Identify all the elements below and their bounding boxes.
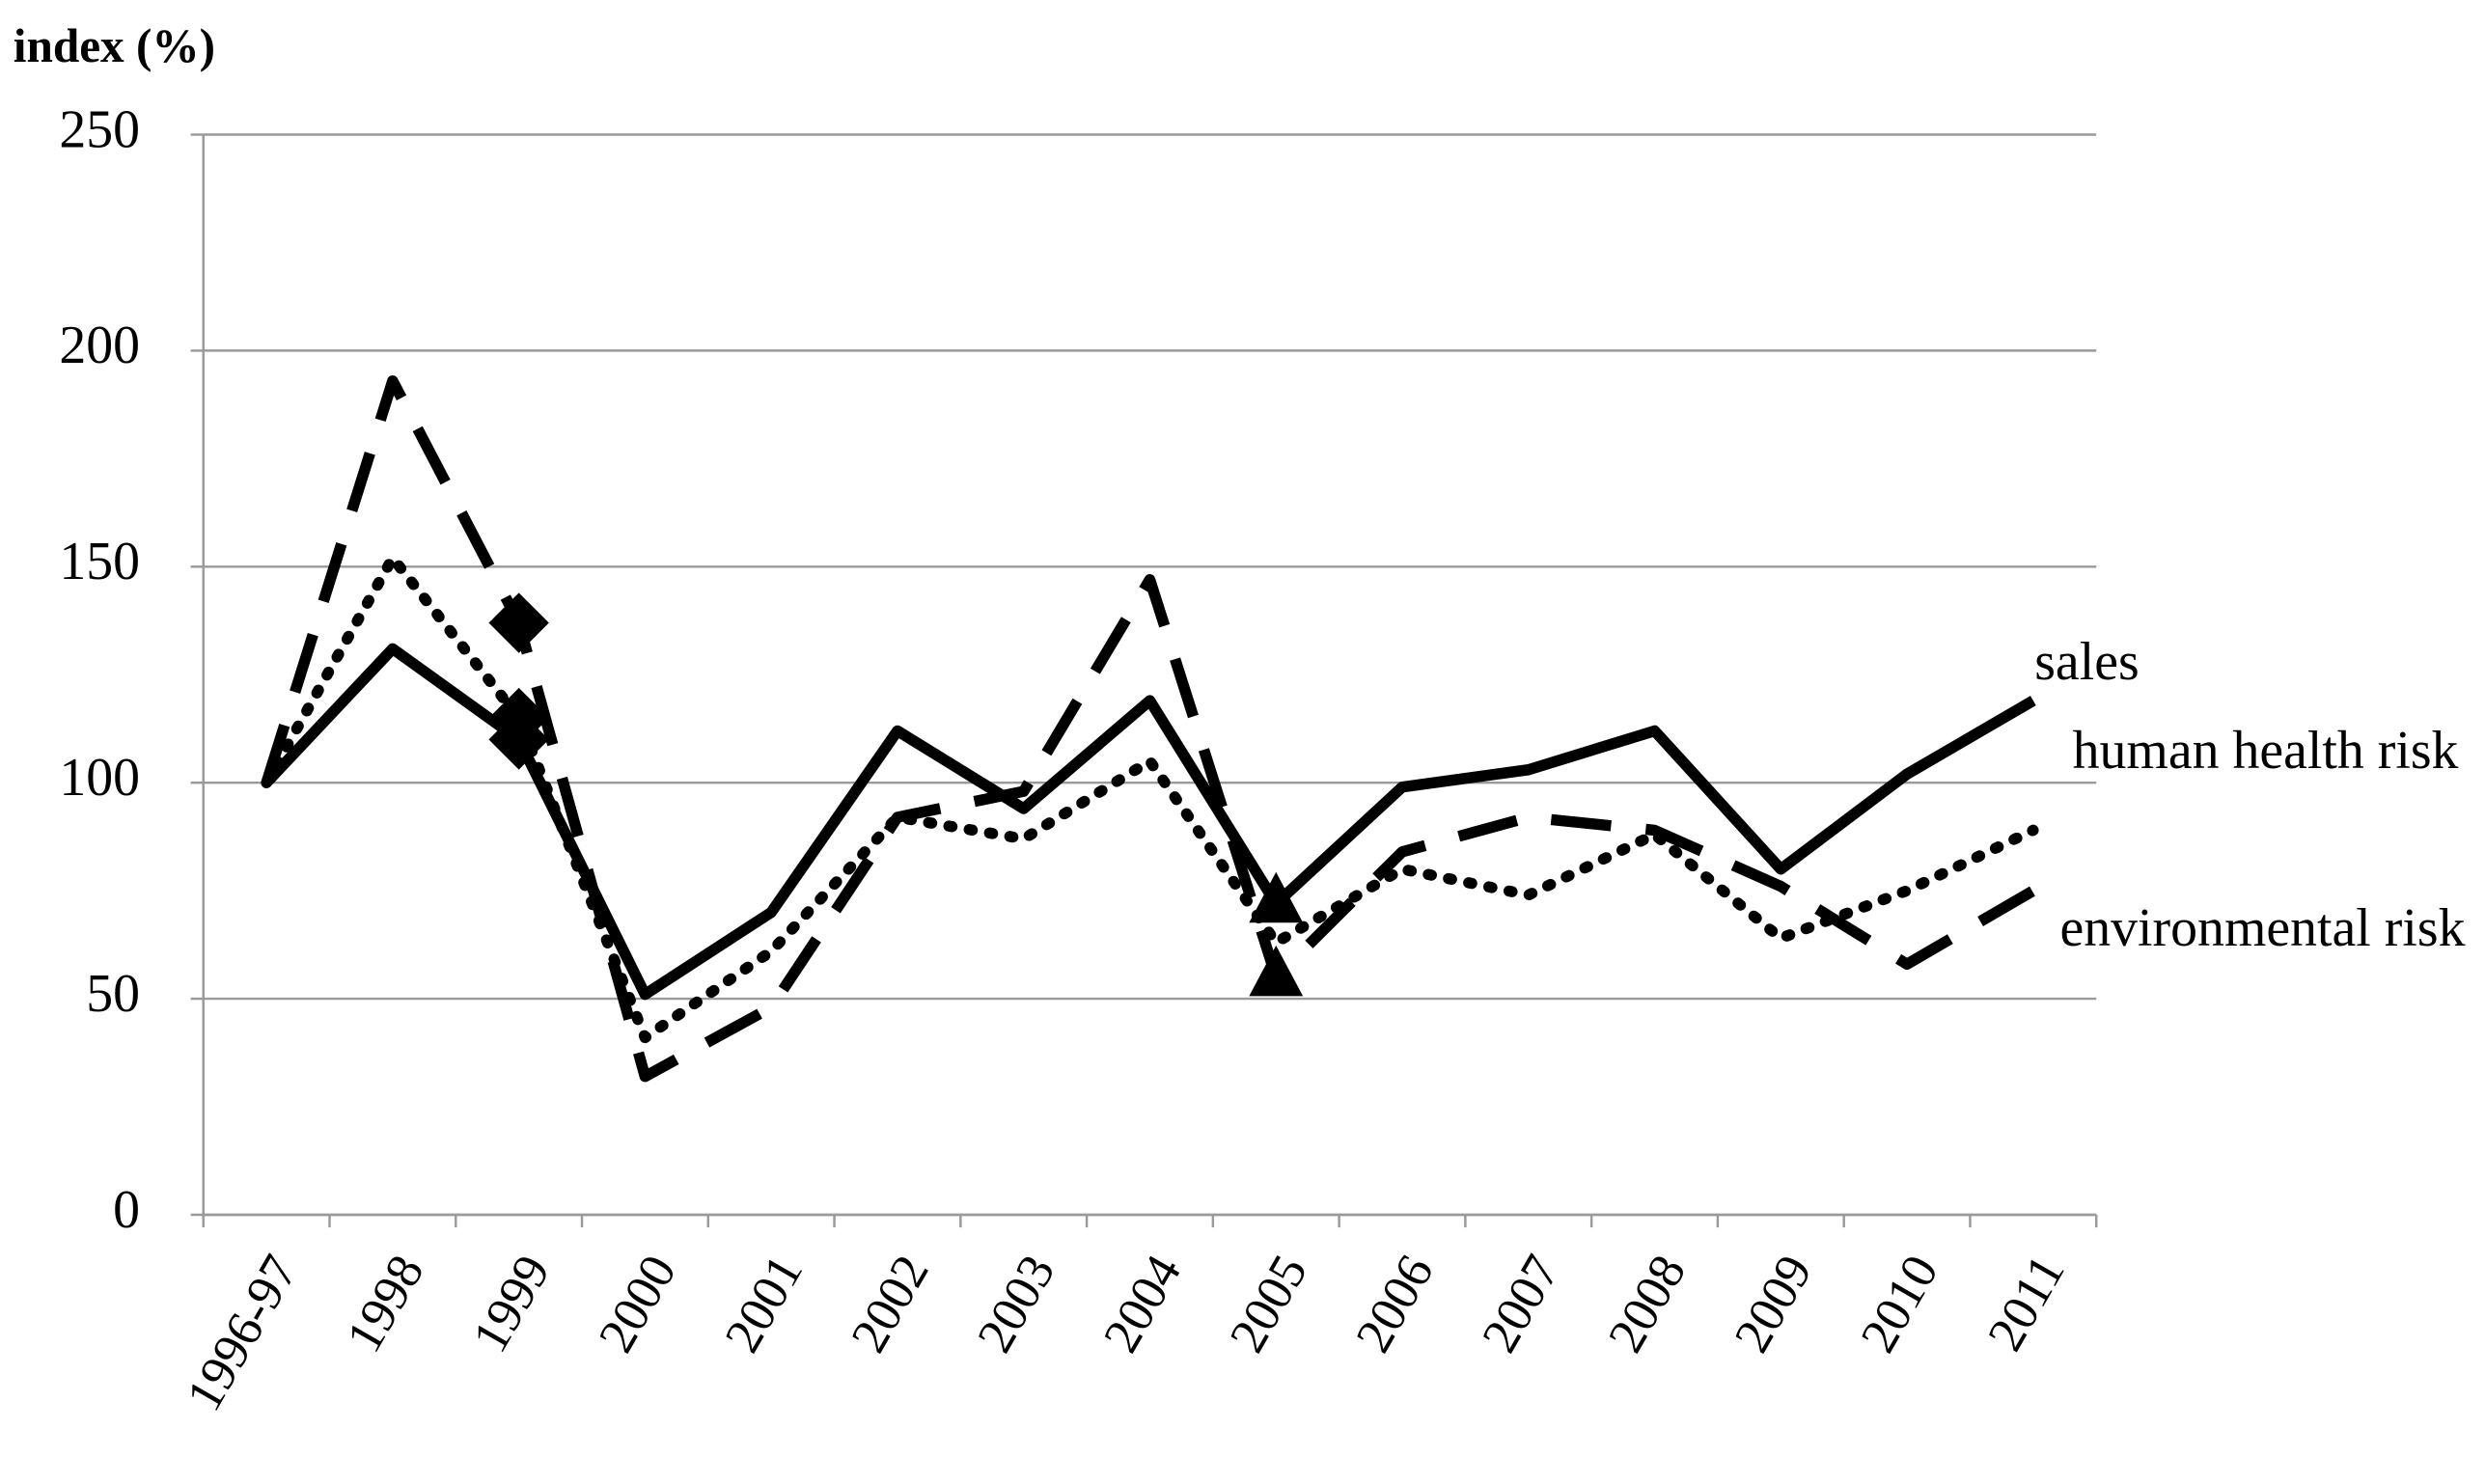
legend-entry: human health risk bbox=[2072, 722, 2459, 782]
y-tick-label: 150 bbox=[59, 532, 140, 591]
x-tick-label: 2003 bbox=[967, 1246, 1066, 1361]
series-label: environmental risk bbox=[2059, 899, 2466, 959]
series-line bbox=[261, 375, 2036, 1083]
x-tick-label: 1996-97 bbox=[176, 1246, 309, 1420]
x-tick-label: 2009 bbox=[1724, 1246, 1823, 1361]
chart-title: index (%) bbox=[14, 19, 215, 72]
triangle-marker bbox=[1249, 871, 1304, 923]
x-tick-label: 2007 bbox=[1472, 1246, 1571, 1361]
y-tick-label: 0 bbox=[113, 1180, 140, 1240]
x-tick-label: 2011 bbox=[1977, 1246, 2076, 1360]
x-tick-label: 2010 bbox=[1850, 1246, 1949, 1361]
series-line bbox=[261, 552, 2039, 1044]
x-tick-label: 2004 bbox=[1093, 1246, 1193, 1361]
x-tick-label: 2008 bbox=[1598, 1246, 1698, 1361]
x-tick-label: 2005 bbox=[1219, 1246, 1318, 1361]
y-tick-label: 250 bbox=[59, 99, 140, 159]
y-tick-label: 100 bbox=[59, 748, 140, 808]
triangle-marker bbox=[1249, 945, 1304, 997]
legend-entry: environmental risk bbox=[2059, 899, 2466, 959]
x-tick-label: 2006 bbox=[1345, 1246, 1445, 1361]
diamond-marker bbox=[488, 592, 549, 653]
legend-entry: sales bbox=[2034, 633, 2140, 693]
series-label: human health risk bbox=[2072, 722, 2459, 782]
y-tick-label: 200 bbox=[59, 316, 140, 375]
x-tick-label: 2000 bbox=[588, 1246, 687, 1361]
y-tick-label: 50 bbox=[86, 964, 140, 1024]
x-tick-label: 1998 bbox=[336, 1246, 435, 1361]
x-tick-label: 2002 bbox=[841, 1246, 940, 1361]
x-tick-label: 1999 bbox=[462, 1246, 562, 1361]
x-tick-label: 2001 bbox=[714, 1246, 814, 1361]
series-label: sales bbox=[2034, 633, 2140, 693]
